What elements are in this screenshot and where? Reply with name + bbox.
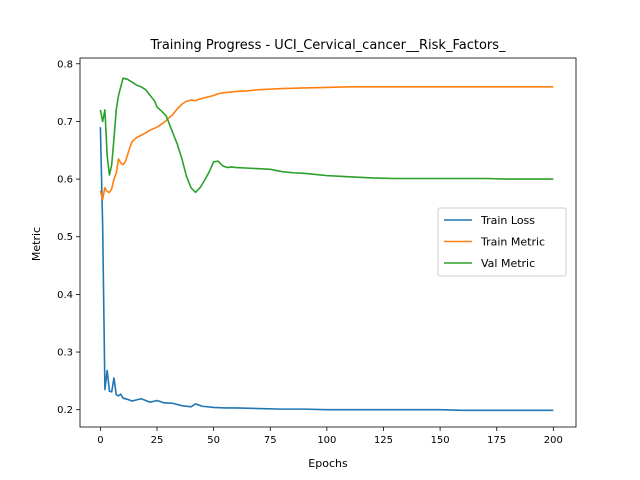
y-tick-label: 0.6 <box>57 175 73 186</box>
x-axis-label: Epochs <box>308 457 348 470</box>
x-tick-label: 175 <box>487 435 506 446</box>
chart-title: Training Progress - UCI_Cervical_cancer_… <box>149 38 506 53</box>
series-line-val-metric <box>99 77 554 194</box>
legend-label-val-metric: Val Metric <box>481 257 535 270</box>
x-tick-label: 125 <box>374 435 393 446</box>
x-tick-label: 50 <box>207 435 220 446</box>
legend-label-train-loss: Train Loss <box>480 214 535 227</box>
y-tick-label: 0.7 <box>57 117 73 128</box>
x-tick-label: 100 <box>317 435 336 446</box>
series-layer <box>99 77 554 412</box>
x-axis: 0 25 50 75 100 125 150 175 200 <box>97 427 563 446</box>
x-tick-label: 75 <box>264 435 277 446</box>
legend: Train Loss Train Metric Val Metric <box>437 207 567 277</box>
y-tick-label: 0.4 <box>57 290 73 301</box>
y-tick-label: 0.8 <box>57 59 73 70</box>
x-tick-label: 0 <box>97 435 103 446</box>
plot-area-frame <box>79 57 577 428</box>
y-tick-label: 0.5 <box>57 232 73 243</box>
x-tick-label: 150 <box>431 435 450 446</box>
legend-box <box>437 207 567 277</box>
y-axis-label: Metric <box>30 227 43 261</box>
series-line-train-metric <box>99 86 554 201</box>
y-axis: 0.2 0.3 0.4 0.5 0.6 0.7 0.8 <box>57 59 80 416</box>
y-tick-label: 0.3 <box>57 348 73 359</box>
x-tick-label: 25 <box>151 435 164 446</box>
x-tick-label: 200 <box>544 435 563 446</box>
y-tick-label: 0.2 <box>57 405 73 416</box>
series-line-train-loss <box>99 127 554 412</box>
legend-label-train-metric: Train Metric <box>480 236 545 249</box>
